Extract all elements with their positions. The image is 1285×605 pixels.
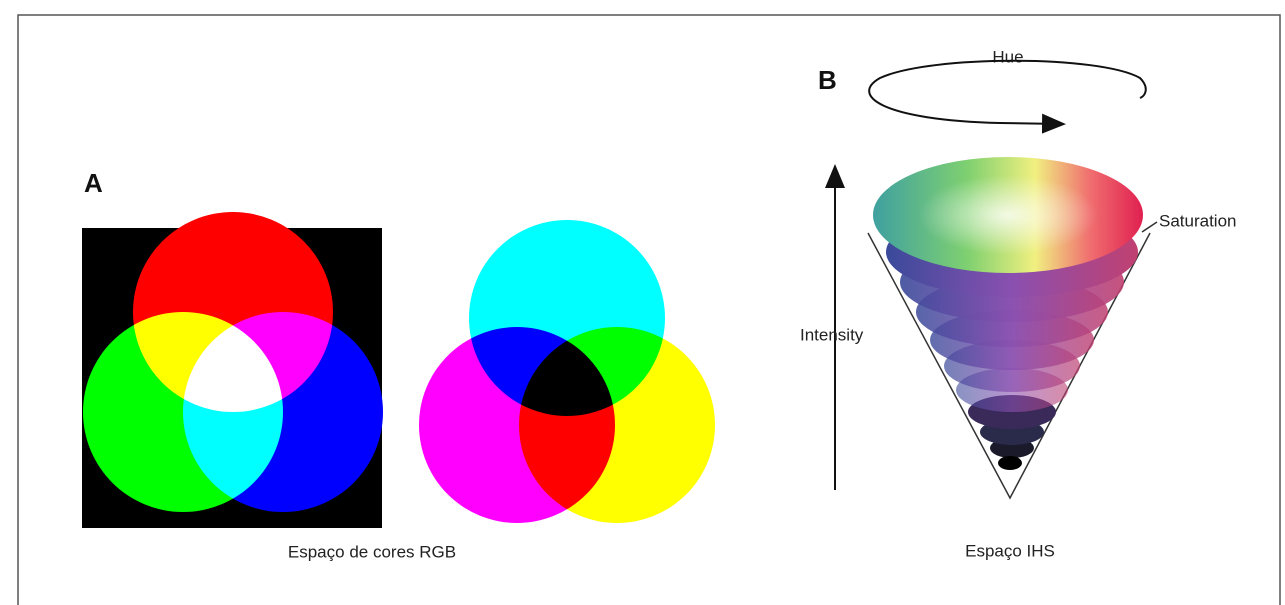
caption: Espaço IHS bbox=[965, 541, 1055, 560]
panel-label: B bbox=[818, 65, 837, 95]
hue-label: Hue bbox=[992, 47, 1023, 66]
figure: A Espaço de cores RGB B Hue Intensity Sa… bbox=[0, 0, 1285, 605]
rgb-additive bbox=[82, 212, 383, 528]
panel-label: A bbox=[84, 168, 103, 198]
intensity-label: Intensity bbox=[800, 325, 864, 344]
saturation-label: Saturation bbox=[1159, 211, 1237, 230]
cmy-subtractive bbox=[385, 220, 715, 528]
hue-arc bbox=[869, 61, 1146, 123]
saturation-leader bbox=[1142, 222, 1157, 232]
ihs-cone bbox=[868, 157, 1150, 498]
hue-arrow bbox=[1000, 123, 1062, 124]
caption: Espaço de cores RGB bbox=[288, 542, 456, 561]
